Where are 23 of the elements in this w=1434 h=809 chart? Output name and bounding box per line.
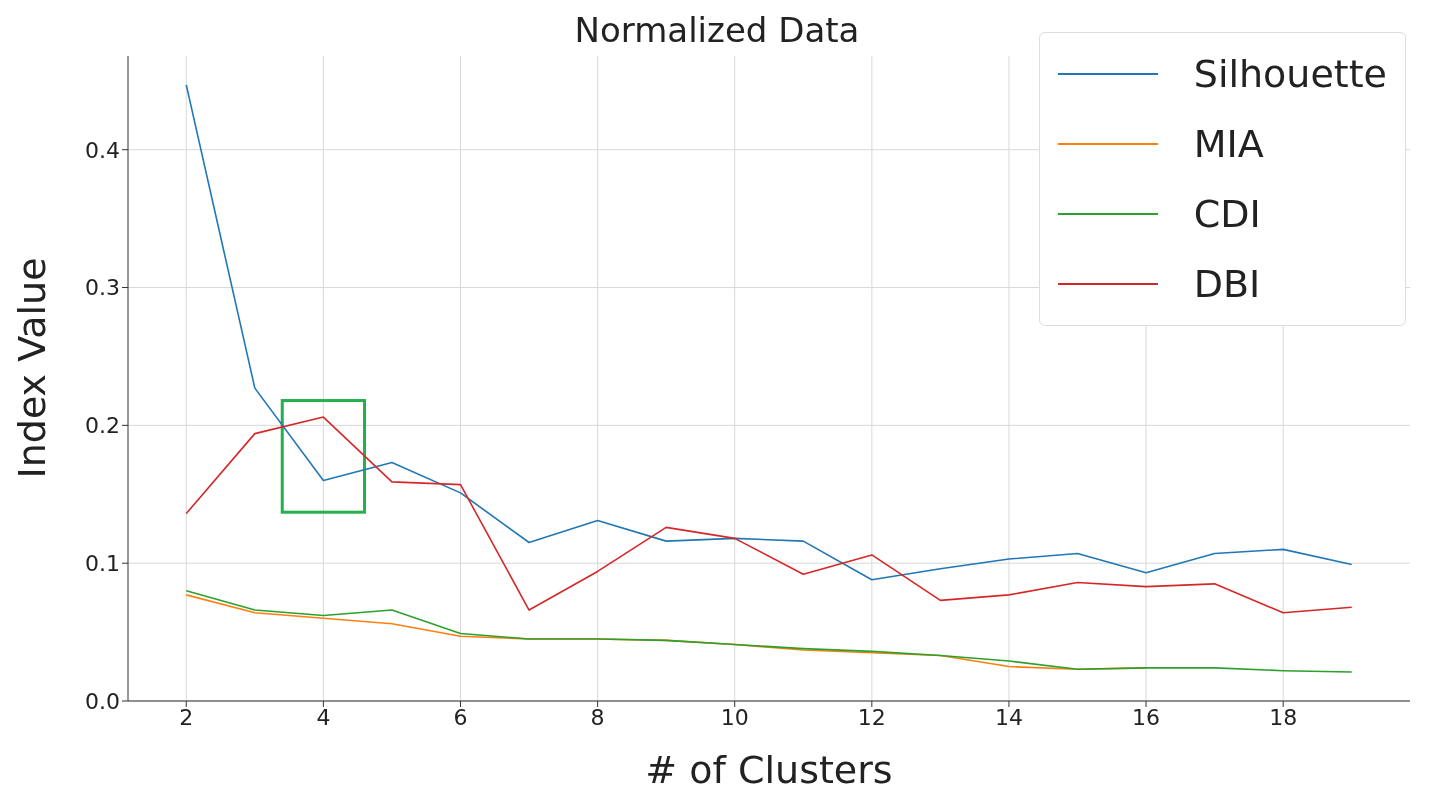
x-tick-label: 10 <box>720 704 749 730</box>
x-tick-label: 18 <box>1269 704 1298 730</box>
line-series <box>185 589 1353 673</box>
legend-label: MIA <box>1193 122 1264 166</box>
y-tick-label: 0.2 <box>85 413 120 439</box>
y-axis-title: Index Value <box>10 257 55 479</box>
x-tick-label: 8 <box>590 704 605 730</box>
y-tick-label: 0.1 <box>85 550 120 576</box>
chart-title: Normalized Data <box>573 9 861 52</box>
legend-label: DBI <box>1193 262 1261 306</box>
legend-label: CDI <box>1193 192 1261 236</box>
y-tick-label: 0.0 <box>85 688 120 714</box>
x-tick-label: 6 <box>453 704 468 730</box>
x-tick-label: 12 <box>857 704 886 730</box>
y-tick-label: 0.3 <box>85 275 120 301</box>
line-series <box>185 416 1353 614</box>
x-tick-label: 4 <box>316 704 331 730</box>
legend-label: Silhouette <box>1193 52 1387 96</box>
x-tick-label: 14 <box>994 704 1023 730</box>
y-tick-label: 0.4 <box>85 137 120 163</box>
x-tick-label: 2 <box>179 704 194 730</box>
x-axis-title: # of Clusters <box>645 748 893 792</box>
x-tick-label: 16 <box>1132 704 1161 730</box>
